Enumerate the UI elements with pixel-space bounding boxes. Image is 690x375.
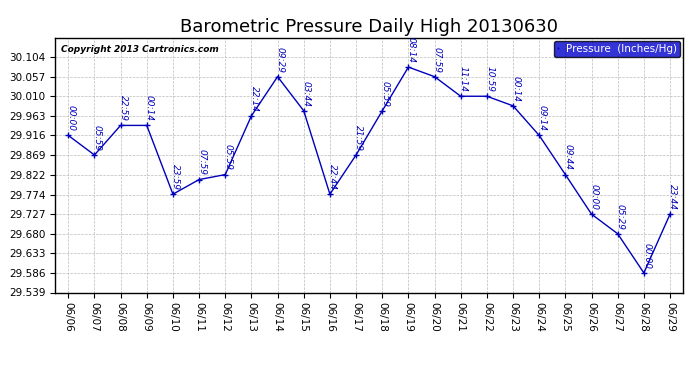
Text: 00:00: 00:00 [642,243,651,269]
Text: 07:59: 07:59 [433,46,442,72]
Text: 23:59: 23:59 [171,164,180,190]
Title: Barometric Pressure Daily High 20130630: Barometric Pressure Daily High 20130630 [180,18,558,36]
Text: Copyright 2013 Cartronics.com: Copyright 2013 Cartronics.com [61,45,219,54]
Text: 22:59: 22:59 [119,95,128,121]
Text: 03:44: 03:44 [302,81,311,106]
Text: 07:59: 07:59 [197,149,206,176]
Text: 09:29: 09:29 [276,46,285,72]
Text: 09:14: 09:14 [538,105,546,131]
Text: 00:14: 00:14 [511,76,520,102]
Text: 05:29: 05:29 [616,204,625,230]
Text: 11:14: 11:14 [459,66,468,92]
Legend: Pressure  (Inches/Hg): Pressure (Inches/Hg) [554,40,680,57]
Text: 23:44: 23:44 [669,184,678,210]
Text: 00:14: 00:14 [145,95,154,121]
Text: 05:59: 05:59 [92,125,101,151]
Text: 22:44: 22:44 [328,164,337,190]
Text: 00:00: 00:00 [66,105,76,131]
Text: 10:59: 10:59 [485,66,494,92]
Text: 22:14: 22:14 [250,86,259,112]
Text: 21:59: 21:59 [355,125,364,151]
Text: 05:59: 05:59 [224,144,233,170]
Text: 05:59: 05:59 [380,81,390,106]
Text: 08:14: 08:14 [406,37,415,63]
Text: 09:44: 09:44 [564,144,573,170]
Text: 00:00: 00:00 [590,184,599,210]
